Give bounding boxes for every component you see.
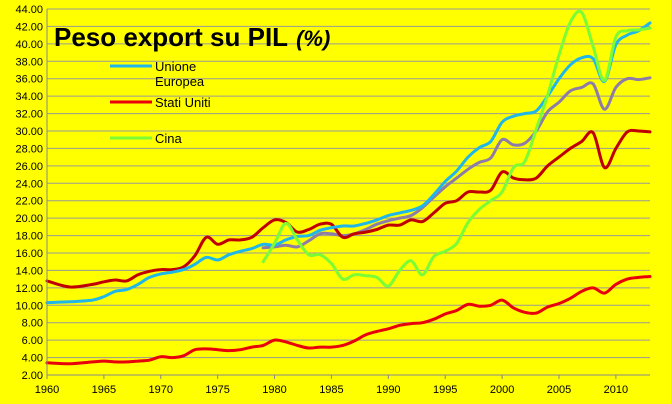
y-tick-label: 2.00 (22, 370, 43, 382)
x-tick-label: 1990 (376, 384, 400, 396)
grid (47, 8, 650, 359)
legend-label-unione-europea: Unione Europea (155, 59, 205, 89)
y-tick-label: 10.00 (15, 300, 43, 312)
chart-title-unit: (%) (296, 26, 330, 51)
axes (46, 9, 650, 376)
chart-title-main: Peso export su PIL (54, 22, 288, 52)
y-tick-label: 20.00 (15, 213, 43, 225)
line-cina (261, 9, 652, 288)
x-tick-label: 1985 (319, 384, 343, 396)
y-tick-label: 42.00 (15, 21, 43, 33)
y-tick-label: 34.00 (15, 91, 43, 103)
line-stati-uniti (45, 275, 652, 366)
tick-labels: 2.00 4.00 6.00 8.00 10.00 12.00 14.00 16.00 18.0… (15, 4, 628, 396)
y-tick-label: 28.00 (15, 143, 43, 155)
legend-label-stati-uniti: Stati Uniti (155, 95, 211, 110)
line-unione-europea (45, 21, 652, 305)
legend-label-unione-europea-line2: Europea (155, 74, 205, 89)
y-tick-label: 44.00 (15, 4, 43, 16)
y-tick-label: 26.00 (15, 161, 43, 173)
x-tick-label: 1980 (262, 384, 286, 396)
y-tick-label: 30.00 (15, 126, 43, 138)
x-tick-label: 1975 (205, 384, 229, 396)
chart-title: Peso export su PIL (%) (54, 22, 330, 52)
title: Peso export su PIL (%) (54, 22, 330, 52)
legend-label-unione-europea-line1: Unione (155, 59, 196, 74)
x-tick-label: 1965 (92, 384, 116, 396)
y-tick-label: 40.00 (15, 39, 43, 51)
y-tick-label: 32.00 (15, 109, 43, 121)
line-series-3 (261, 76, 652, 250)
x-tick-label: 1995 (433, 384, 457, 396)
y-tick-label: 8.00 (22, 318, 43, 330)
y-tick-label: 6.00 (22, 335, 43, 347)
y-tick-label: 22.00 (15, 196, 43, 208)
y-tick-label: 24.00 (15, 178, 43, 190)
y-tick-label: 36.00 (15, 74, 43, 86)
y-tick-label: 18.00 (15, 231, 43, 243)
x-tick-label: 2010 (604, 384, 628, 396)
x-tick-label: 1970 (149, 384, 173, 396)
y-tick-label: 16.00 (15, 248, 43, 260)
series-lines (45, 9, 652, 366)
x-tick-label: 1960 (35, 384, 59, 396)
line-series-4 (45, 128, 652, 289)
x-tick-label: 2000 (490, 384, 514, 396)
x-tick-label: 2005 (547, 384, 571, 396)
y-tick-label: 14.00 (15, 265, 43, 277)
y-tick-label: 4.00 (22, 353, 43, 365)
y-tick-label: 38.00 (15, 56, 43, 68)
y-tick-label: 12.00 (15, 283, 43, 295)
legend: Unione Europea Stati Uniti Cina (110, 59, 211, 146)
legend-label-cina: Cina (155, 131, 183, 146)
